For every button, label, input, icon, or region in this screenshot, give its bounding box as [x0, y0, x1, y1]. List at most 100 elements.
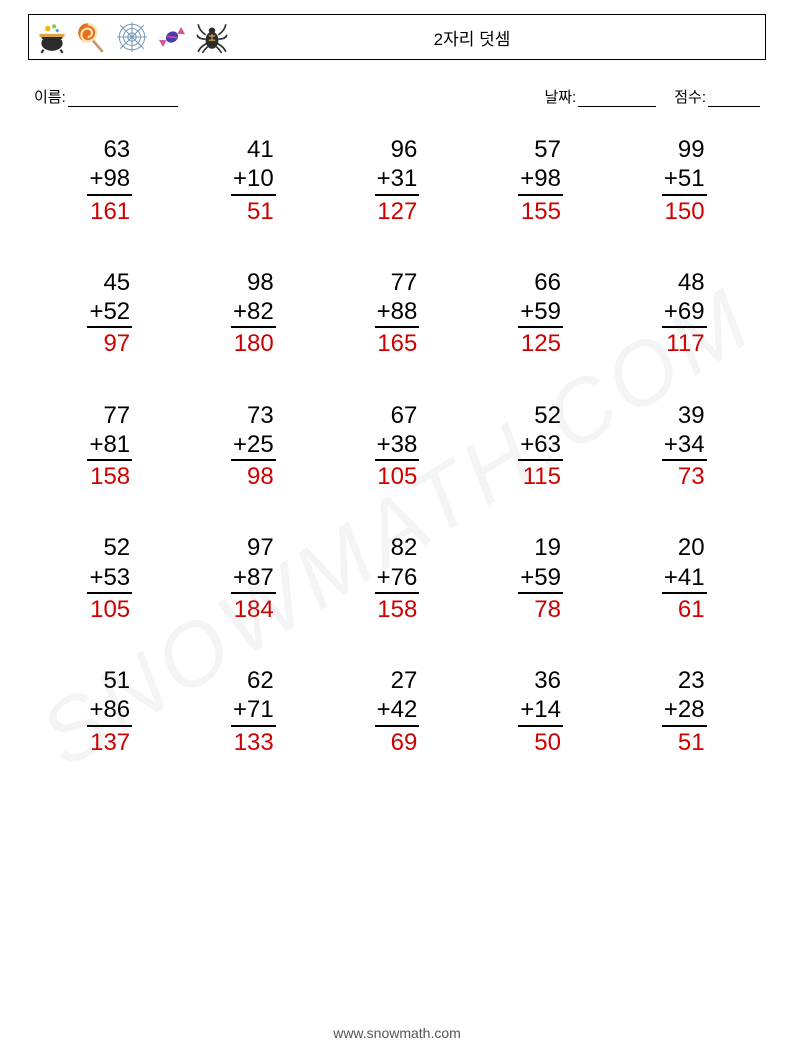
spiderweb-icon — [115, 20, 149, 54]
candy-icon — [155, 20, 189, 54]
answer: 117 — [662, 329, 707, 358]
answer: 78 — [518, 595, 563, 624]
operator: + — [520, 563, 534, 592]
addition-stack: 77+81158 — [87, 401, 132, 492]
addition-stack: 27+4269 — [375, 666, 420, 757]
operator: + — [89, 695, 103, 724]
addition-stack: 62+71133 — [231, 666, 276, 757]
addend-top: 45 — [87, 268, 132, 297]
addend-top: 36 — [518, 666, 563, 695]
addend-bottom: +14 — [518, 695, 563, 726]
addend-bottom-value: 53 — [103, 564, 130, 591]
operator: + — [233, 695, 247, 724]
addition-stack: 19+5978 — [518, 533, 563, 624]
problem-cell: 77+88165 — [325, 268, 469, 359]
addend-bottom: +52 — [87, 297, 132, 328]
problem-cell: 52+53105 — [38, 533, 182, 624]
answer: 97 — [87, 329, 132, 358]
problem-cell: 73+2598 — [182, 401, 326, 492]
addend-top: 99 — [662, 135, 707, 164]
addend-top: 77 — [87, 401, 132, 430]
operator: + — [377, 563, 391, 592]
addend-bottom: +86 — [87, 695, 132, 726]
problem-cell: 41+1051 — [182, 135, 326, 226]
answer: 115 — [518, 462, 563, 491]
addend-bottom: +81 — [87, 430, 132, 461]
addend-top: 73 — [231, 401, 276, 430]
operator: + — [89, 164, 103, 193]
addend-bottom-value: 51 — [678, 165, 705, 192]
addend-bottom: +10 — [231, 164, 276, 195]
addition-stack: 36+1450 — [518, 666, 563, 757]
addend-bottom-value: 42 — [391, 696, 418, 723]
addend-bottom-value: 86 — [103, 696, 130, 723]
addend-top: 52 — [518, 401, 563, 430]
addend-bottom-value: 98 — [534, 165, 561, 192]
operator: + — [664, 430, 678, 459]
addend-bottom-value: 87 — [247, 564, 274, 591]
addend-bottom: +82 — [231, 297, 276, 328]
problem-cell: 39+3473 — [612, 401, 756, 492]
addend-bottom-value: 34 — [678, 431, 705, 458]
addend-top: 77 — [375, 268, 420, 297]
problem-cell: 48+69117 — [612, 268, 756, 359]
addend-bottom-value: 10 — [247, 165, 274, 192]
problem-cell: 23+2851 — [612, 666, 756, 757]
addend-bottom: +76 — [375, 563, 420, 594]
answer: 73 — [662, 462, 707, 491]
operator: + — [520, 164, 534, 193]
addend-bottom: +34 — [662, 430, 707, 461]
addend-bottom-value: 14 — [534, 696, 561, 723]
operator: + — [233, 430, 247, 459]
addition-stack: 23+2851 — [662, 666, 707, 757]
addend-bottom-value: 69 — [678, 298, 705, 325]
addend-bottom: +25 — [231, 430, 276, 461]
worksheet-title: 2자리 덧셈 — [229, 25, 755, 50]
operator: + — [233, 563, 247, 592]
operator: + — [664, 695, 678, 724]
worksheet-sheet: 2자리 덧셈 이름: 날짜: 점수: 63+9816141+105196+311… — [0, 0, 794, 757]
addend-bottom: +69 — [662, 297, 707, 328]
addend-bottom-value: 81 — [103, 431, 130, 458]
header-box: 2자리 덧셈 — [28, 14, 766, 60]
operator: + — [377, 695, 391, 724]
addition-stack: 52+63115 — [518, 401, 563, 492]
operator: + — [377, 164, 391, 193]
addition-stack: 51+86137 — [87, 666, 132, 757]
addend-top: 41 — [231, 135, 276, 164]
score-label: 점수: — [674, 86, 760, 107]
addend-top: 98 — [231, 268, 276, 297]
addend-top: 19 — [518, 533, 563, 562]
operator: + — [664, 164, 678, 193]
addend-bottom: +59 — [518, 297, 563, 328]
answer: 150 — [662, 197, 707, 226]
addend-bottom-value: 52 — [103, 298, 130, 325]
name-label: 이름: — [34, 86, 178, 107]
answer: 98 — [231, 462, 276, 491]
answer: 125 — [518, 329, 563, 358]
addend-top: 97 — [231, 533, 276, 562]
addition-stack: 52+53105 — [87, 533, 132, 624]
answer: 51 — [662, 728, 707, 757]
addend-top: 23 — [662, 666, 707, 695]
answer: 158 — [375, 595, 420, 624]
operator: + — [664, 297, 678, 326]
addition-stack: 20+4161 — [662, 533, 707, 624]
answer: 105 — [375, 462, 420, 491]
operator: + — [664, 563, 678, 592]
answer: 127 — [375, 197, 420, 226]
header-icons — [35, 20, 229, 54]
operator: + — [520, 695, 534, 724]
answer: 69 — [375, 728, 420, 757]
addend-bottom: +38 — [375, 430, 420, 461]
addend-bottom: +88 — [375, 297, 420, 328]
operator: + — [520, 430, 534, 459]
addend-bottom: +98 — [518, 164, 563, 195]
problem-cell: 96+31127 — [325, 135, 469, 226]
problem-cell: 19+5978 — [469, 533, 613, 624]
addition-stack: 98+82180 — [231, 268, 276, 359]
addition-stack: 73+2598 — [231, 401, 276, 492]
addition-stack: 39+3473 — [662, 401, 707, 492]
addend-top: 67 — [375, 401, 420, 430]
problems-grid: 63+9816141+105196+3112757+9815599+511504… — [28, 135, 766, 757]
